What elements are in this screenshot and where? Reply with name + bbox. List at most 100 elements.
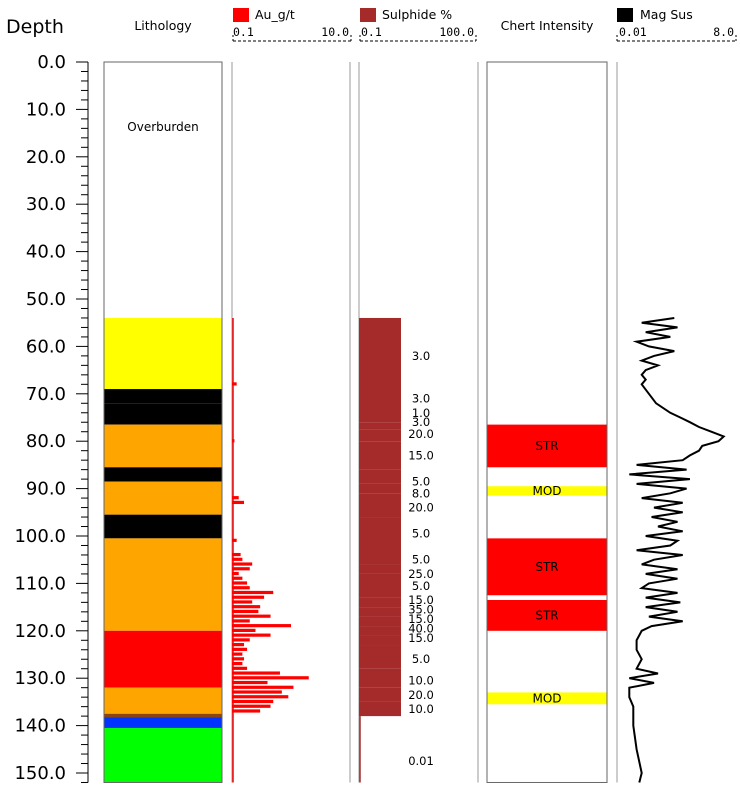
sulphide-bar: [359, 517, 401, 565]
depth-tick-label: 150.0: [14, 763, 66, 784]
au-bar: [232, 647, 248, 651]
au-bar: [232, 538, 237, 542]
depth-tick-label: 130.0: [14, 668, 66, 689]
depth-tick-label: 50.0: [26, 289, 66, 310]
depth-tick-label: 0.0: [37, 52, 66, 73]
sulphide-bar: [359, 668, 401, 688]
sulphide-value-label: 20.0: [408, 427, 434, 441]
chert-interval: [487, 424, 607, 468]
sulphide-value-label: 3.0: [412, 392, 430, 406]
lithology-interval: [104, 317, 222, 390]
depth-tick-label: 20.0: [26, 147, 66, 168]
sulphide-bar: [359, 422, 401, 427]
au-bar: [232, 586, 250, 590]
chert-interval: [487, 692, 607, 705]
lithology-interval: [104, 630, 222, 688]
sulphide-bar: [359, 607, 401, 617]
chert-interval: [487, 599, 607, 631]
chert-header: Chert Intensity: [501, 18, 594, 33]
sulphide-value-label: 40.0: [408, 621, 434, 635]
sulphide-bar: [359, 635, 401, 646]
sulphide-value-label: 15.0: [408, 631, 434, 645]
au-header: Au_g/t: [255, 7, 295, 22]
depth-tick-label: 10.0: [26, 99, 66, 120]
sulphide-value-label: 5.0: [412, 527, 430, 541]
depth-tick-label: 70.0: [26, 384, 66, 405]
sulphide-bar: [359, 441, 401, 470]
au-bar: [232, 685, 294, 689]
au-bar: [232, 661, 243, 666]
sulphide-value-label: 5.0: [412, 474, 430, 488]
sulphide-legend-swatch: [360, 8, 376, 22]
lithology-interval: [104, 481, 222, 515]
au-bar: [232, 699, 274, 704]
au-bar: [232, 609, 259, 614]
lithology-interval: [104, 389, 222, 404]
depth-tick-label: 100.0: [14, 526, 66, 547]
lithology-interval: [104, 717, 222, 728]
au-bar: [232, 571, 239, 576]
sulphide-value-label: 20.0: [408, 688, 434, 702]
au-bar: [232, 619, 250, 623]
au-bar: [232, 624, 291, 628]
depth-tick-label: 30.0: [26, 194, 66, 215]
magsus-legend-swatch: [617, 8, 633, 22]
depth-tick-label: 120.0: [14, 621, 66, 642]
sulphide-value-label: 15.0: [408, 593, 434, 607]
au-legend-swatch: [233, 8, 249, 22]
au-bar: [232, 552, 241, 557]
magsus-curve: [628, 317, 726, 783]
au-bar: [232, 605, 261, 609]
au-bar: [232, 652, 243, 656]
depth-tick-label: 40.0: [26, 242, 66, 263]
sulphide-bar: [359, 483, 401, 494]
lithology-interval: [104, 424, 222, 468]
depth-tick-label: 110.0: [14, 573, 66, 594]
au-bar: [232, 557, 243, 561]
sulphide-bar: [359, 687, 401, 702]
lithology-interval: [104, 538, 222, 631]
chert-label: MOD: [532, 484, 561, 498]
chert-track-frame: [486, 61, 608, 783]
lithology-label: Overburden: [127, 120, 198, 134]
au-scale-max: 10.0: [321, 25, 349, 39]
lithology-track-frame: [103, 61, 223, 783]
sulphide-scale-max: 100.0: [439, 25, 474, 39]
sulphide-value-label: 10.0: [408, 674, 434, 688]
depth-tick-label: 80.0: [26, 431, 66, 452]
au-bar: [232, 671, 280, 675]
sulphide-bar: [359, 701, 401, 717]
au-bar: [232, 581, 248, 585]
sulphide-header: Sulphide %: [382, 7, 452, 22]
sulphide-bar: [359, 493, 401, 518]
au-bar: [232, 595, 265, 599]
lithology-track: Overburden: [103, 61, 223, 783]
sulphide-bar: [359, 597, 401, 608]
sulphide-bar: [359, 564, 401, 574]
au-bar: [232, 676, 309, 680]
magsus-header: Mag Sus: [640, 7, 693, 22]
sulphide-bar: [359, 317, 401, 423]
au-track: [231, 62, 351, 783]
au-bar: [232, 576, 243, 580]
lithology-interval: [104, 514, 222, 539]
au-bar: [232, 500, 245, 505]
au-bar: [232, 638, 250, 642]
chert-label: STR: [535, 608, 558, 622]
chert-interval: [487, 538, 607, 596]
sulphide-bar: [359, 626, 401, 636]
sulphide-value-label: 5.0: [412, 553, 430, 567]
sulphide-value-label: 5.0: [412, 652, 430, 666]
sulphide-value-label: 20.0: [408, 501, 434, 515]
sulphide-bar: [359, 616, 401, 627]
au-bar: [232, 600, 253, 604]
au-bar: [232, 496, 239, 500]
au-scale-min: 0.1: [233, 25, 254, 39]
lithology-interval: [104, 713, 222, 718]
au-bar: [232, 690, 282, 694]
au-bar: [232, 680, 268, 685]
depth-tick-label: 60.0: [26, 336, 66, 357]
chert-intensity-track: STR MOD STR STR MOD: [486, 61, 608, 783]
chert-label: STR: [535, 560, 558, 574]
